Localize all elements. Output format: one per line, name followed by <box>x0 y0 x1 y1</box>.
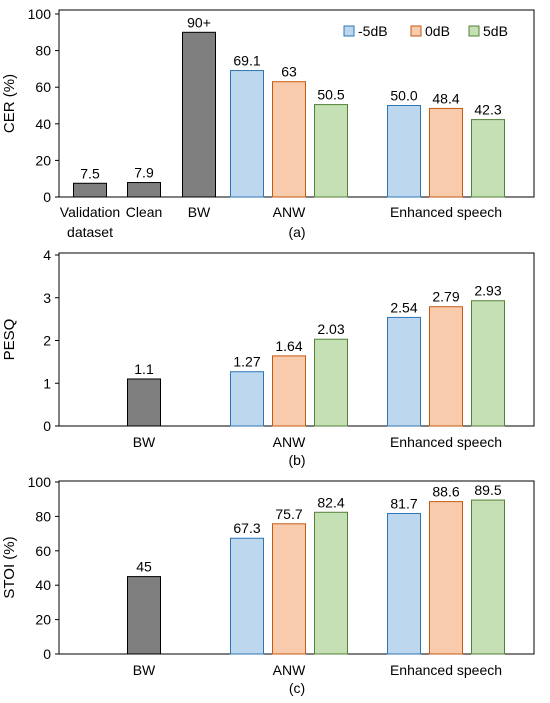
y-tick-label: 4 <box>43 247 51 263</box>
x-category-label: Enhanced speech <box>390 204 502 220</box>
data-label: 82.4 <box>317 494 344 510</box>
bar-0db <box>429 501 463 655</box>
x-category-label: ANW <box>273 662 306 678</box>
bar-5db <box>471 499 505 655</box>
y-tick-label: 2 <box>43 333 51 349</box>
data-label: 45 <box>136 559 152 575</box>
y-tick-label: 100 <box>28 6 52 22</box>
data-label: 90+ <box>187 14 211 30</box>
legend-label: 0dB <box>425 23 450 39</box>
bar-5db <box>314 338 348 427</box>
bar-bw <box>127 182 161 198</box>
y-tick-label: 20 <box>35 152 51 168</box>
data-label: 7.5 <box>80 165 100 181</box>
bar-0db <box>429 306 463 427</box>
y-axis-title: PESQ <box>1 319 18 361</box>
bar-bw <box>127 378 161 427</box>
bar-5db <box>387 105 421 198</box>
x-category-label: Enhanced speech <box>390 662 502 678</box>
bar-5db <box>471 300 505 427</box>
bar-bw <box>127 576 161 655</box>
x-category-label: dataset <box>67 224 113 240</box>
legend-swatch <box>468 25 480 37</box>
legend-label: -5dB <box>358 23 388 39</box>
data-label: 48.4 <box>432 90 459 106</box>
chart-panel-3: 0 20 40 60 80 100 STOI (%) 45 BW 67.3 75.7 82.4 ANW 8… <box>1 474 535 696</box>
data-label: 1.64 <box>275 338 302 354</box>
data-label: 2.03 <box>317 321 344 337</box>
x-category-label: ANW <box>273 204 306 220</box>
bar-5db <box>387 316 421 427</box>
x-category-label: BW <box>133 434 156 450</box>
data-label: 50.5 <box>317 87 344 103</box>
y-tick-label: 80 <box>35 43 51 59</box>
bar-0db <box>272 355 306 427</box>
bar-0db <box>272 81 306 198</box>
data-label: 69.1 <box>233 53 260 69</box>
bar-5db <box>387 512 421 655</box>
bar-bw <box>182 31 216 198</box>
data-label: 50.0 <box>390 88 417 104</box>
data-label: 63 <box>281 64 297 80</box>
data-label: 67.3 <box>233 520 260 536</box>
legend-label: 5dB <box>483 23 508 39</box>
data-label: 2.54 <box>390 299 417 315</box>
panel-caption: (b) <box>288 452 305 468</box>
data-label: 89.5 <box>474 482 501 498</box>
y-tick-label: 0 <box>43 418 51 434</box>
legend: -5dB 0dB 5dB <box>343 23 508 39</box>
y-tick-label: 80 <box>35 508 51 524</box>
y-axis-title: CER (%) <box>1 74 18 133</box>
panel-caption: (a) <box>288 224 305 240</box>
data-label: 75.7 <box>275 506 302 522</box>
bar-5db <box>471 119 505 198</box>
y-tick-label: 60 <box>35 543 51 559</box>
legend-swatch <box>343 25 355 37</box>
bar-5db <box>314 104 348 198</box>
bar-5db <box>230 537 264 655</box>
y-tick-label: 0 <box>43 646 51 662</box>
bar-5db <box>230 371 264 427</box>
x-category-label: ANW <box>273 434 306 450</box>
bar-5db <box>230 70 264 198</box>
data-label: 42.3 <box>474 102 501 118</box>
data-label: 7.9 <box>134 165 154 181</box>
x-category-label: Enhanced speech <box>390 434 502 450</box>
data-label: 2.93 <box>474 283 501 299</box>
data-label: 1.27 <box>233 354 260 370</box>
bar-0db <box>272 523 306 655</box>
y-tick-label: 40 <box>35 116 51 132</box>
y-tick-label: 40 <box>35 577 51 593</box>
panel-caption: (c) <box>289 680 305 696</box>
y-tick-label: 3 <box>43 290 51 306</box>
y-tick-label: 0 <box>43 189 51 205</box>
bar-0db <box>429 107 463 198</box>
y-tick-label: 60 <box>35 79 51 95</box>
data-label: 1.1 <box>134 361 154 377</box>
chart-panel-2: 0 1 2 3 4 PESQ 1.1 BW 1.27 1.64 2.03 ANW 2.54 2.79 2.9… <box>1 247 535 468</box>
data-label: 2.79 <box>432 289 459 305</box>
y-tick-label: 20 <box>35 612 51 628</box>
bar-5db <box>314 511 348 655</box>
legend-swatch <box>410 25 422 37</box>
x-category-label: Clean <box>126 204 163 220</box>
y-tick-label: 100 <box>28 474 52 490</box>
y-tick-label: 1 <box>43 375 51 391</box>
chart-panel-1: 0 20 40 60 80 100 CER (%) 7.5 Validation dataset 7… <box>1 6 535 240</box>
data-label: 88.6 <box>432 484 459 500</box>
x-category-label: BW <box>133 662 156 678</box>
x-category-label: BW <box>188 204 211 220</box>
x-category-label: Validation <box>60 204 120 220</box>
data-label: 81.7 <box>390 495 417 511</box>
bar-bw <box>73 182 107 198</box>
y-axis-title: STOI (%) <box>1 536 18 598</box>
